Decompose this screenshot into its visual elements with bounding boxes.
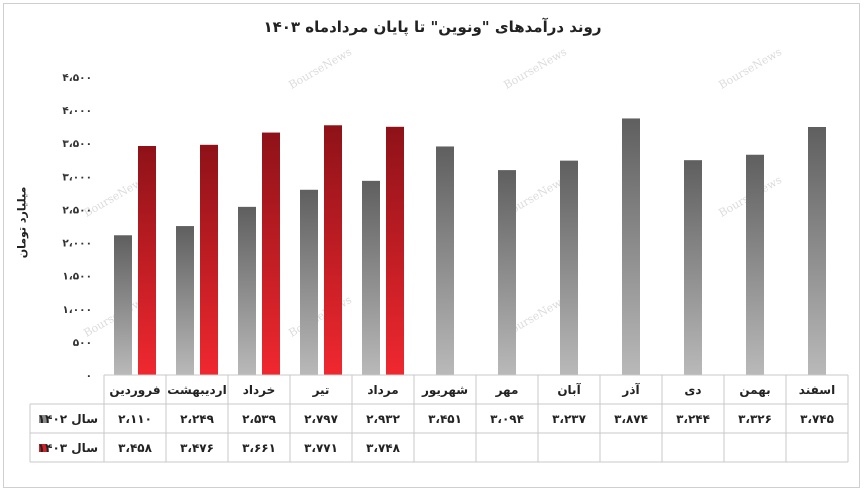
data-label: ۳،۲۳۷ [552, 412, 587, 426]
data-label: ۲،۲۴۹ [180, 412, 215, 426]
y-tick-label: ۱،۰۰۰ [62, 304, 92, 316]
data-label: ۳،۴۵۸ [118, 441, 153, 455]
x-tick-label: مهر [495, 383, 519, 397]
bar-1402 [300, 189, 318, 375]
bar-1402 [176, 226, 194, 375]
bar-1402 [560, 160, 578, 375]
bar-1402 [238, 206, 256, 375]
data-label: ۲،۵۳۹ [242, 412, 277, 426]
legend-swatch [39, 444, 47, 452]
bar-1403 [138, 146, 156, 375]
data-label: ۲،۱۱۰ [118, 412, 152, 426]
y-tick-label: ۳،۵۰۰ [62, 138, 92, 150]
data-label: ۳،۰۹۴ [490, 412, 524, 426]
legend-entry: سال ۱۴۰۳ [38, 441, 98, 455]
x-tick-label: مرداد [367, 383, 398, 397]
y-tick-label: ۳،۰۰۰ [62, 171, 92, 183]
y-tick-label: ۲،۰۰۰ [62, 238, 92, 250]
data-label: ۳،۷۴۸ [366, 441, 401, 455]
bar-1403 [324, 125, 342, 375]
y-tick-label: ۱،۵۰۰ [62, 271, 92, 283]
legend-entry: سال ۱۴۰۲ [38, 412, 98, 426]
bar-1402 [622, 118, 640, 375]
x-tick-label: شهریور [421, 383, 468, 398]
x-tick-label: تیر [312, 383, 330, 397]
legend-swatch [39, 415, 47, 423]
data-label: ۳،۳۲۶ [738, 412, 772, 426]
bar-1403 [200, 144, 218, 375]
y-tick-label: ۴،۰۰۰ [62, 105, 92, 117]
x-tick-label: بهمن [739, 383, 770, 397]
x-tick-label: آذر [621, 382, 640, 397]
bar-1402 [436, 146, 454, 375]
data-label: ۲،۷۹۷ [304, 412, 339, 426]
y-tick-label: ۲،۵۰۰ [62, 204, 92, 216]
data-table: فروردین اردیبهشت خرداد تیر مرداد شهریور مهر آبا… [29, 374, 849, 463]
x-tick-label: آبان [557, 382, 581, 397]
bar-1402 [498, 170, 516, 375]
data-label: ۳،۷۷۱ [304, 441, 338, 455]
y-tick-label: ۴،۵۰۰ [62, 72, 92, 84]
x-tick-label: فروردین [109, 383, 160, 398]
data-label: ۳،۶۶۱ [242, 441, 276, 455]
bar-1402 [114, 235, 132, 375]
chart-title: روند درآمدهای "ونوین" تا پایان مردادماه … [263, 18, 602, 36]
y-tick-label: ۰ [86, 370, 92, 382]
bar-1403 [262, 132, 280, 375]
bar-1402 [746, 154, 764, 375]
bar-1402 [684, 160, 702, 375]
bars-group [114, 118, 826, 376]
bar-1403 [386, 126, 404, 376]
x-tick-label: خرداد [243, 383, 276, 397]
bar-1402 [808, 126, 826, 376]
x-tick-label: اسفند [799, 383, 835, 397]
y-axis: ۰ ۵۰۰ ۱،۰۰۰ ۱،۵۰۰ ۲،۰۰۰ ۲،۵۰۰ ۳،۰۰۰ ۳،۵۰۰ ۴،۰۰۰ ۴… [62, 72, 92, 382]
data-label: ۳،۴۵۱ [428, 412, 462, 426]
bar-1402 [362, 180, 380, 375]
data-label: ۳،۸۷۴ [614, 412, 648, 426]
x-tick-label: دی [684, 383, 701, 397]
y-tick-label: ۵۰۰ [73, 337, 92, 349]
data-label: ۳،۴۷۶ [180, 441, 214, 455]
x-tick-label: اردیبهشت [167, 383, 226, 397]
data-label: ۲،۹۳۲ [366, 412, 401, 426]
data-label: ۳،۷۴۵ [800, 412, 834, 426]
data-label: ۳،۲۴۴ [676, 412, 710, 426]
